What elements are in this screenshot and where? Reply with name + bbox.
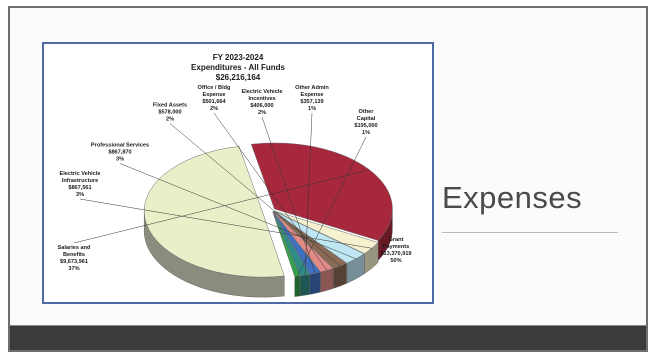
label-electric-vehicle-infrastructure-line-1: Electric Vehicle (59, 171, 100, 177)
label-office-bldg-expense-line-4: 2% (210, 106, 218, 112)
slice-office-bldg-expense (273, 211, 334, 273)
leader-fixed-assets (169, 123, 341, 267)
leader-other-admin-expense (304, 112, 313, 276)
label-office-bldg-expense-line-3: $501,664 (202, 99, 226, 105)
slice-grant-payments (143, 146, 285, 278)
label-grant-payments-line-1: Grant (389, 237, 404, 243)
heading-underline (442, 232, 618, 233)
leader-office-bldg-expense (213, 112, 328, 271)
leader-professional-services (119, 163, 357, 260)
leader-salaries-and-benefits (73, 169, 370, 244)
label-grant-payments-line-3: $13,370,919 (380, 251, 411, 257)
chart-frame: FY 2023-2024 Expenditures - All Funds $26,… (42, 42, 434, 304)
label-office-bldg-expense-line-1: Office / Bldg (198, 85, 232, 91)
label-fixed-assets-line-1: Fixed Assets (153, 103, 187, 109)
label-grant-payments-line-4: 50% (390, 258, 401, 264)
label-salaries-and-benefits-line-3: $9,673,961 (60, 259, 88, 265)
label-professional-services-line-3: 3% (116, 157, 124, 163)
label-other-capital-line-2: Capital (357, 116, 376, 122)
label-electric-vehicle-incentives-line-3: $406,000 (250, 103, 273, 109)
chart-title-line-1: FY 2023-2024 (213, 53, 264, 62)
leader-electric-vehicle-infrastructure (79, 198, 372, 249)
label-electric-vehicle-incentives-line-4: 2% (258, 110, 266, 116)
label-electric-vehicle-infrastructure-line-2: Infrastructure (62, 178, 98, 184)
slide-heading: Expenses (442, 180, 583, 215)
label-other-admin-expense-line-1: Other Admin (295, 85, 329, 91)
slide-footer-bar (10, 326, 646, 350)
label-salaries-and-benefits-line-2: Benefits (63, 252, 85, 258)
chart-title-line-3: $26,216,164 (216, 73, 261, 82)
slice-side-other-capital (294, 275, 301, 297)
chart-title-line-2: Expenditures - All Funds (191, 63, 285, 72)
slice-professional-services (273, 211, 365, 264)
pie-slices (143, 142, 393, 278)
label-other-capital-line-4: 1% (362, 130, 370, 136)
leader-lines (73, 112, 372, 277)
label-professional-services-line-1: Professional Services (91, 143, 149, 149)
label-office-bldg-expense-line-2: Expense (202, 92, 225, 98)
label-electric-vehicle-infrastructure-line-4: 3% (76, 192, 84, 198)
label-other-admin-expense-line-4: 1% (308, 106, 316, 112)
label-fixed-assets-line-2: $578,000 (158, 110, 181, 116)
label-other-capital-line-3: $195,000 (354, 123, 377, 129)
label-electric-vehicle-infrastructure-line-3: $867,561 (68, 185, 91, 191)
label-salaries-and-benefits-line-4: 37% (68, 266, 79, 272)
label-other-admin-expense-line-2: Expense (300, 92, 323, 98)
slice-side-other-admin-expense (299, 274, 310, 297)
footer-divider (10, 325, 646, 326)
label-grant-payments-line-2: Payments (383, 244, 409, 250)
label-electric-vehicle-incentives-line-1: Electric Vehicle (241, 89, 282, 95)
label-professional-services-line-2: $867,870 (108, 150, 131, 156)
leader-other-capital (297, 136, 367, 277)
slice-side-electric-vehicle-incentives (309, 271, 321, 295)
slice-side-office-bldg-expense (320, 268, 334, 293)
label-other-capital-line-1: Other (359, 109, 375, 115)
label-salaries-and-benefits-line-1: Salaries and (58, 245, 92, 251)
label-fixed-assets-line-3: 2% (166, 117, 174, 123)
label-other-admin-expense-line-3: $357,139 (300, 99, 323, 105)
label-electric-vehicle-incentives-line-2: Incentives (248, 96, 275, 102)
presentation-slide: FY 2023-2024 Expenditures - All Funds $26,… (8, 6, 648, 352)
